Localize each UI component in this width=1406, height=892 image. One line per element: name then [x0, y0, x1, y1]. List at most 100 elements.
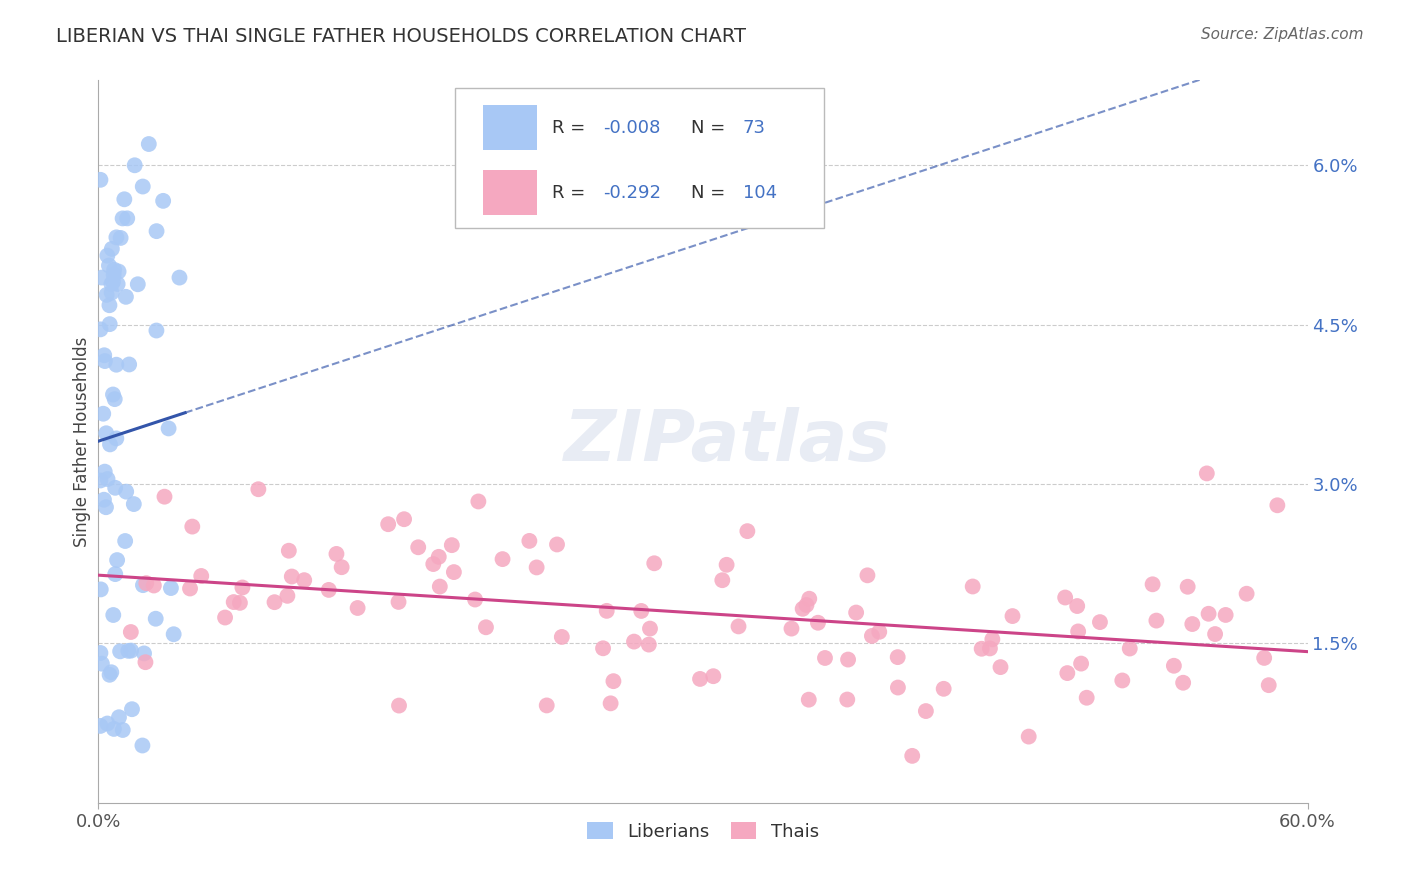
Point — [103, 262, 125, 277]
Point — [325, 547, 347, 561]
Point — [91, 407, 114, 421]
Text: -0.008: -0.008 — [603, 119, 659, 136]
Point — [114, 534, 136, 549]
Point — [814, 651, 837, 665]
Point — [110, 231, 132, 245]
Point — [799, 591, 821, 606]
Point — [1144, 614, 1167, 628]
Point — [1177, 580, 1199, 594]
Point — [181, 519, 204, 533]
Point — [1142, 577, 1164, 591]
Point — [1056, 666, 1078, 681]
Point — [105, 230, 128, 244]
Point — [519, 533, 541, 548]
Point — [860, 629, 883, 643]
Point — [132, 578, 155, 592]
Text: R =: R = — [551, 119, 591, 136]
Legend: Liberians, Thais: Liberians, Thais — [581, 814, 825, 848]
Point — [427, 549, 450, 564]
Text: 73: 73 — [742, 119, 766, 136]
Point — [107, 264, 129, 278]
Point — [169, 270, 191, 285]
Text: -0.292: -0.292 — [603, 184, 661, 202]
Point — [138, 136, 160, 151]
Point — [90, 270, 112, 285]
Text: N =: N = — [690, 184, 731, 202]
Point — [277, 543, 299, 558]
Point — [1173, 675, 1195, 690]
Point — [638, 622, 661, 636]
Point — [467, 494, 489, 508]
Point — [101, 242, 124, 256]
Point — [536, 698, 558, 713]
Text: R =: R = — [551, 184, 591, 202]
Point — [89, 646, 111, 660]
Point — [103, 607, 125, 622]
Point — [630, 604, 652, 618]
Point — [117, 644, 139, 658]
Point — [105, 553, 128, 567]
Point — [845, 606, 868, 620]
Point — [737, 524, 759, 538]
Point — [1054, 591, 1077, 605]
Point — [981, 632, 1004, 647]
Point — [422, 557, 444, 571]
Point — [915, 704, 938, 718]
Text: LIBERIAN VS THAI SINGLE FATHER HOUSEHOLDS CORRELATION CHART: LIBERIAN VS THAI SINGLE FATHER HOUSEHOLD… — [56, 27, 747, 45]
Point — [131, 739, 153, 753]
Point — [932, 681, 955, 696]
Point — [1067, 624, 1090, 639]
Point — [1111, 673, 1133, 688]
Point — [145, 224, 167, 238]
Point — [157, 421, 180, 435]
Point — [89, 474, 111, 488]
Point — [711, 573, 734, 587]
Point — [89, 322, 111, 336]
Point — [152, 194, 174, 208]
Point — [1215, 607, 1237, 622]
Point — [886, 650, 908, 665]
Point — [599, 697, 621, 711]
Point — [112, 192, 135, 206]
Point — [115, 484, 138, 499]
Point — [142, 578, 165, 592]
Point — [1018, 730, 1040, 744]
Point — [1001, 609, 1024, 624]
Point — [1163, 658, 1185, 673]
Point — [108, 644, 131, 658]
Point — [1195, 467, 1218, 481]
Point — [346, 601, 368, 615]
Point — [98, 667, 121, 681]
Bar — [482, 170, 537, 215]
Point — [96, 249, 118, 263]
Point — [145, 612, 167, 626]
Point — [101, 275, 124, 289]
Point — [643, 556, 665, 570]
Point — [122, 497, 145, 511]
Point — [90, 657, 112, 671]
Point — [100, 285, 122, 300]
Point — [551, 630, 574, 644]
Point — [108, 710, 131, 724]
Point — [797, 692, 820, 706]
Point — [89, 173, 111, 187]
FancyBboxPatch shape — [456, 87, 824, 228]
Point — [163, 627, 186, 641]
Point — [94, 465, 117, 479]
Point — [276, 589, 298, 603]
Point — [856, 568, 879, 582]
Point — [1267, 498, 1289, 512]
Point — [98, 317, 121, 331]
Point — [105, 358, 128, 372]
Point — [637, 638, 659, 652]
Point — [94, 354, 117, 368]
Point — [96, 426, 118, 441]
Text: 104: 104 — [742, 184, 778, 202]
Point — [387, 595, 409, 609]
Point — [292, 573, 315, 587]
Point — [1088, 615, 1111, 629]
Point — [115, 211, 138, 226]
Point — [97, 259, 120, 273]
Point — [868, 624, 890, 639]
Point — [837, 652, 859, 666]
